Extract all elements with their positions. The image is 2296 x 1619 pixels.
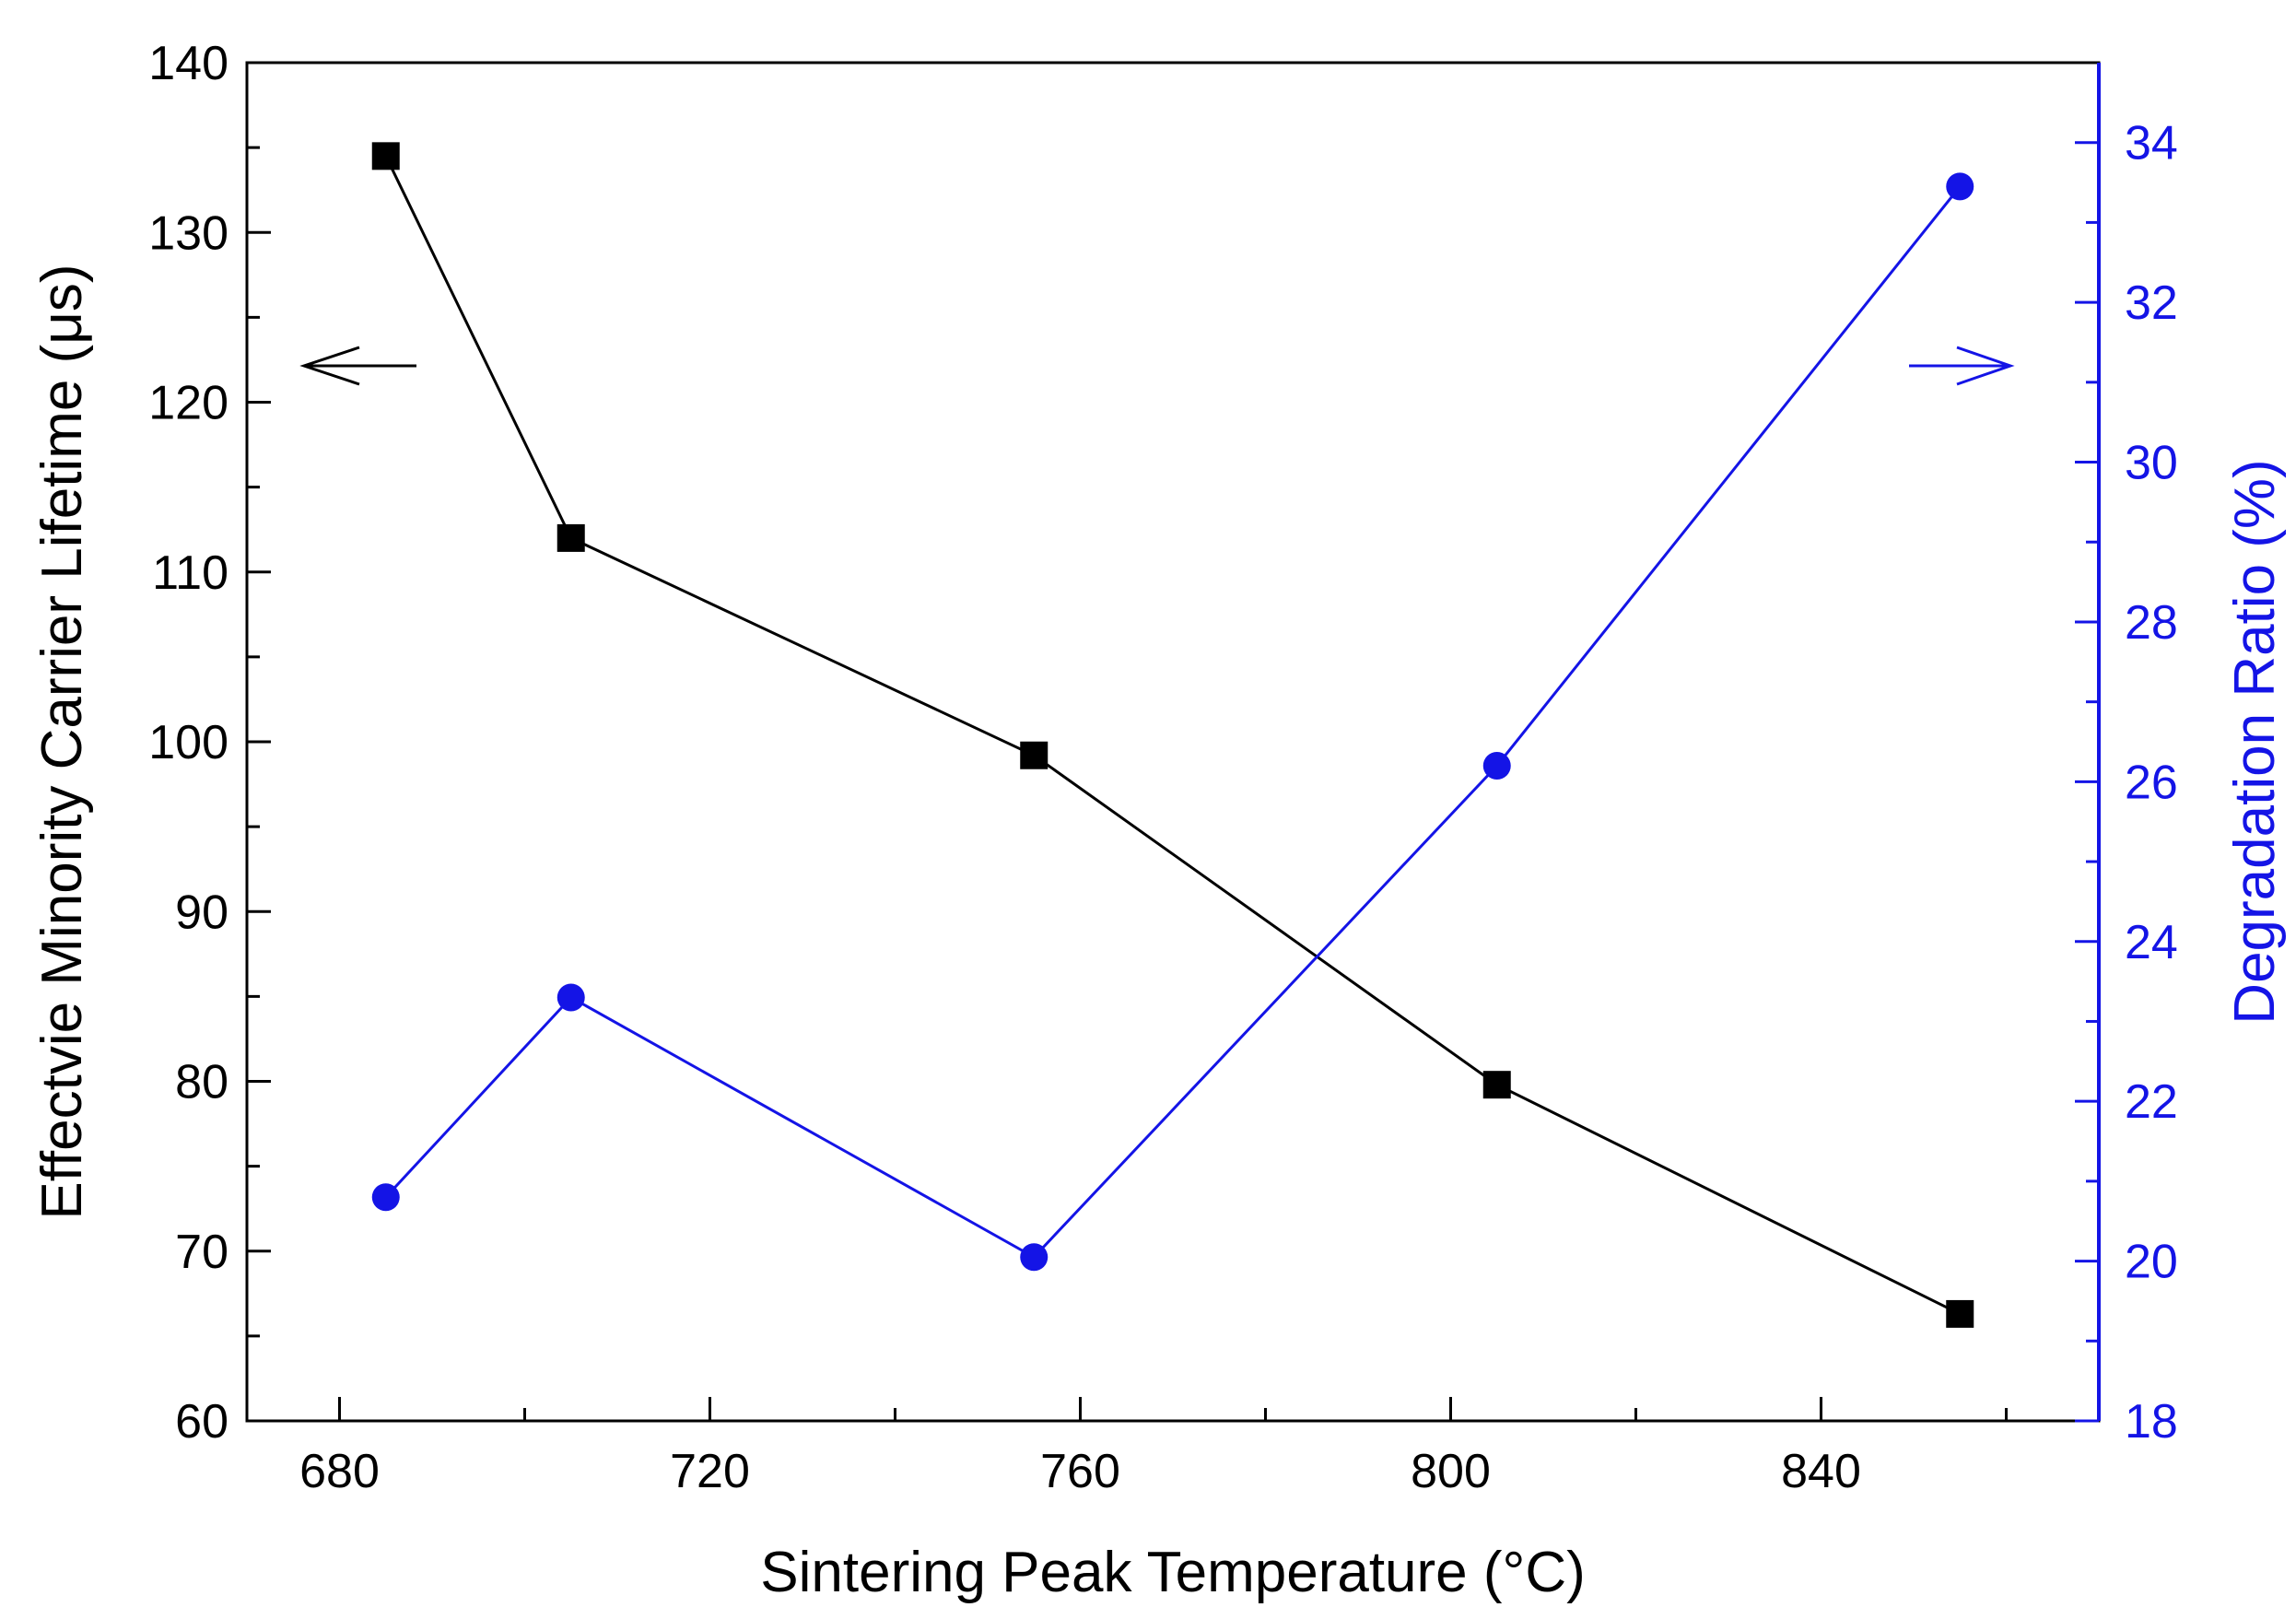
degradation-point [1946, 172, 1974, 201]
y-left-tick-label: 110 [152, 546, 228, 600]
x-tick-label: 840 [1781, 1445, 1861, 1498]
y-left-tick-label: 60 [175, 1395, 228, 1449]
y-left-tick-label: 100 [148, 716, 228, 769]
series-line-lifetime [384, 155, 1961, 1316]
x-tick-label: 680 [299, 1445, 380, 1498]
left-axis-arrow [299, 346, 416, 386]
y-left-tick-label: 80 [175, 1056, 228, 1109]
x-axis-title: Sintering Peak Temperature (°C) [760, 1541, 1586, 1604]
y-left-tick-label: 120 [148, 377, 228, 430]
y-left-tick-label: 90 [175, 886, 228, 939]
plot-frame [245, 61, 2101, 1423]
y-right-tick-label: 22 [2125, 1075, 2178, 1129]
y-right-tick-label: 30 [2125, 437, 2178, 490]
y-axis-right-title: Degradation Ratio (%) [2223, 459, 2287, 1024]
x-tick-label: 720 [670, 1445, 750, 1498]
y-right-tick-label: 26 [2125, 756, 2178, 809]
y-right-tick-label: 20 [2125, 1236, 2178, 1289]
y-right-tick-label: 18 [2125, 1395, 2178, 1449]
lifetime-point [371, 142, 400, 170]
x-tick-label: 760 [1040, 1445, 1120, 1498]
right-axis-arrow [1909, 346, 2015, 386]
y-left-tick-label: 140 [148, 37, 228, 90]
lifetime-point [556, 523, 585, 552]
degradation-point [1482, 752, 1511, 780]
degradation-point [1020, 1243, 1048, 1272]
series-line-degradation [384, 185, 1962, 1260]
degradation-point [371, 1183, 400, 1212]
lifetime-point [1946, 1299, 1974, 1328]
y-left-tick-label: 130 [148, 206, 228, 260]
y-right-tick-label: 28 [2125, 596, 2178, 650]
y-right-tick-label: 24 [2125, 916, 2178, 969]
y-right-tick-label: 32 [2125, 276, 2178, 330]
degradation-point [556, 983, 585, 1012]
x-tick-label: 800 [1411, 1445, 1491, 1498]
lifetime-point [1020, 741, 1048, 769]
y-right-tick-label: 34 [2125, 117, 2178, 170]
lifetime-point [1482, 1071, 1511, 1099]
y-axis-left-title: Effectvie Minority Carrier Lifetime (μs) [30, 264, 94, 1219]
y-left-tick-label: 70 [175, 1226, 228, 1279]
